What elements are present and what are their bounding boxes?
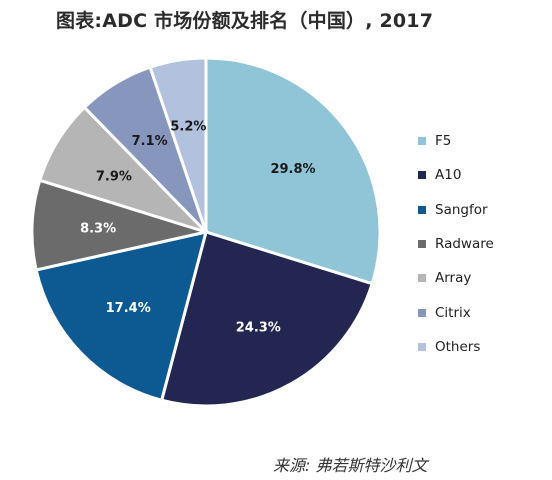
pie-slice-f5: [204, 56, 382, 286]
data-label-others: 5.2%: [170, 119, 206, 134]
legend-swatch: [418, 240, 426, 249]
pie-data-labels: 29.8% 24.3% 17.4% 8.3% 7.9% 7.1%5.2%: [80, 119, 315, 335]
data-label-radware: 8.3%: [80, 222, 116, 237]
chart-legend: F5 A10 Sangfor Radware Array Citrix Others: [418, 124, 494, 364]
legend-swatch: [418, 205, 426, 214]
pie-slice-others: [148, 56, 208, 233]
legend-label: Others: [435, 338, 481, 355]
legend-label: Radware: [435, 236, 494, 253]
legend-item-a10: A10: [418, 158, 494, 192]
legend-swatch: [418, 137, 426, 146]
legend-label: Array: [435, 270, 472, 287]
legend-item-others: Others: [418, 330, 494, 364]
legend-item-array: Array: [418, 261, 494, 295]
legend-item-f5: F5: [418, 124, 494, 158]
legend-label: Citrix: [435, 304, 471, 321]
legend-item-sangfor: Sangfor: [418, 193, 494, 227]
source-note: 来源: 弗若斯特沙利文: [273, 456, 428, 475]
legend-label: A10: [435, 167, 462, 184]
pie-slices: [30, 56, 382, 408]
data-label-f5: 29.8%: [270, 162, 315, 177]
legend-item-citrix: Citrix: [418, 295, 494, 329]
legend-label: Sangfor: [435, 201, 488, 218]
data-label-array: 7.9%: [96, 170, 132, 185]
legend-swatch: [418, 274, 426, 283]
data-label-citrix: 7.1%: [132, 134, 168, 149]
legend-label: F5: [435, 133, 452, 150]
legend-swatch: [418, 308, 426, 317]
chart-title: 图表:ADC 市场份额及排名（中国）, 2017: [56, 10, 434, 32]
legend-item-radware: Radware: [418, 227, 494, 261]
legend-swatch: [418, 171, 426, 180]
pie-slice-a10: [159, 230, 375, 408]
pie-slice-sangfor: [34, 229, 209, 403]
legend-swatch: [418, 342, 426, 351]
data-label-a10: 24.3%: [236, 321, 281, 336]
pie-slice-radware: [30, 178, 212, 272]
data-label-sangfor: 17.4%: [106, 301, 151, 316]
